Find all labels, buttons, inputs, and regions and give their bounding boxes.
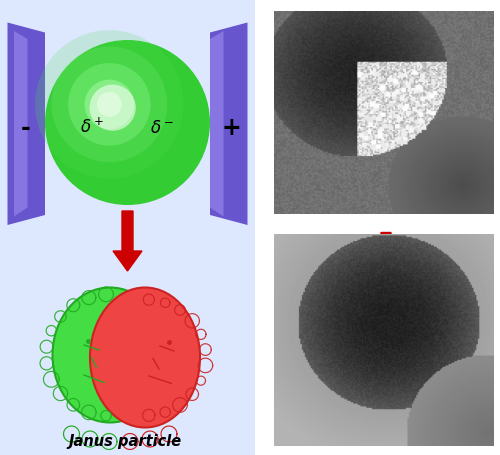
FancyArrow shape (113, 211, 142, 271)
Text: -: - (21, 116, 31, 140)
Text: $\delta^-$: $\delta^-$ (150, 118, 174, 136)
Text: $\delta^+$: $\delta^+$ (80, 118, 104, 137)
Polygon shape (8, 22, 45, 225)
Circle shape (52, 46, 167, 162)
Circle shape (90, 85, 136, 131)
Polygon shape (210, 31, 224, 217)
Ellipse shape (90, 288, 200, 428)
Circle shape (68, 63, 150, 146)
Polygon shape (210, 22, 248, 225)
Polygon shape (14, 31, 28, 217)
Circle shape (84, 80, 134, 129)
Circle shape (97, 92, 122, 117)
FancyArrow shape (373, 233, 399, 263)
Text: +: + (222, 116, 242, 140)
Ellipse shape (52, 288, 168, 423)
Circle shape (35, 30, 184, 179)
Text: Janus particle: Janus particle (68, 434, 182, 449)
Bar (0, 0, 255, 455)
Circle shape (45, 40, 210, 205)
